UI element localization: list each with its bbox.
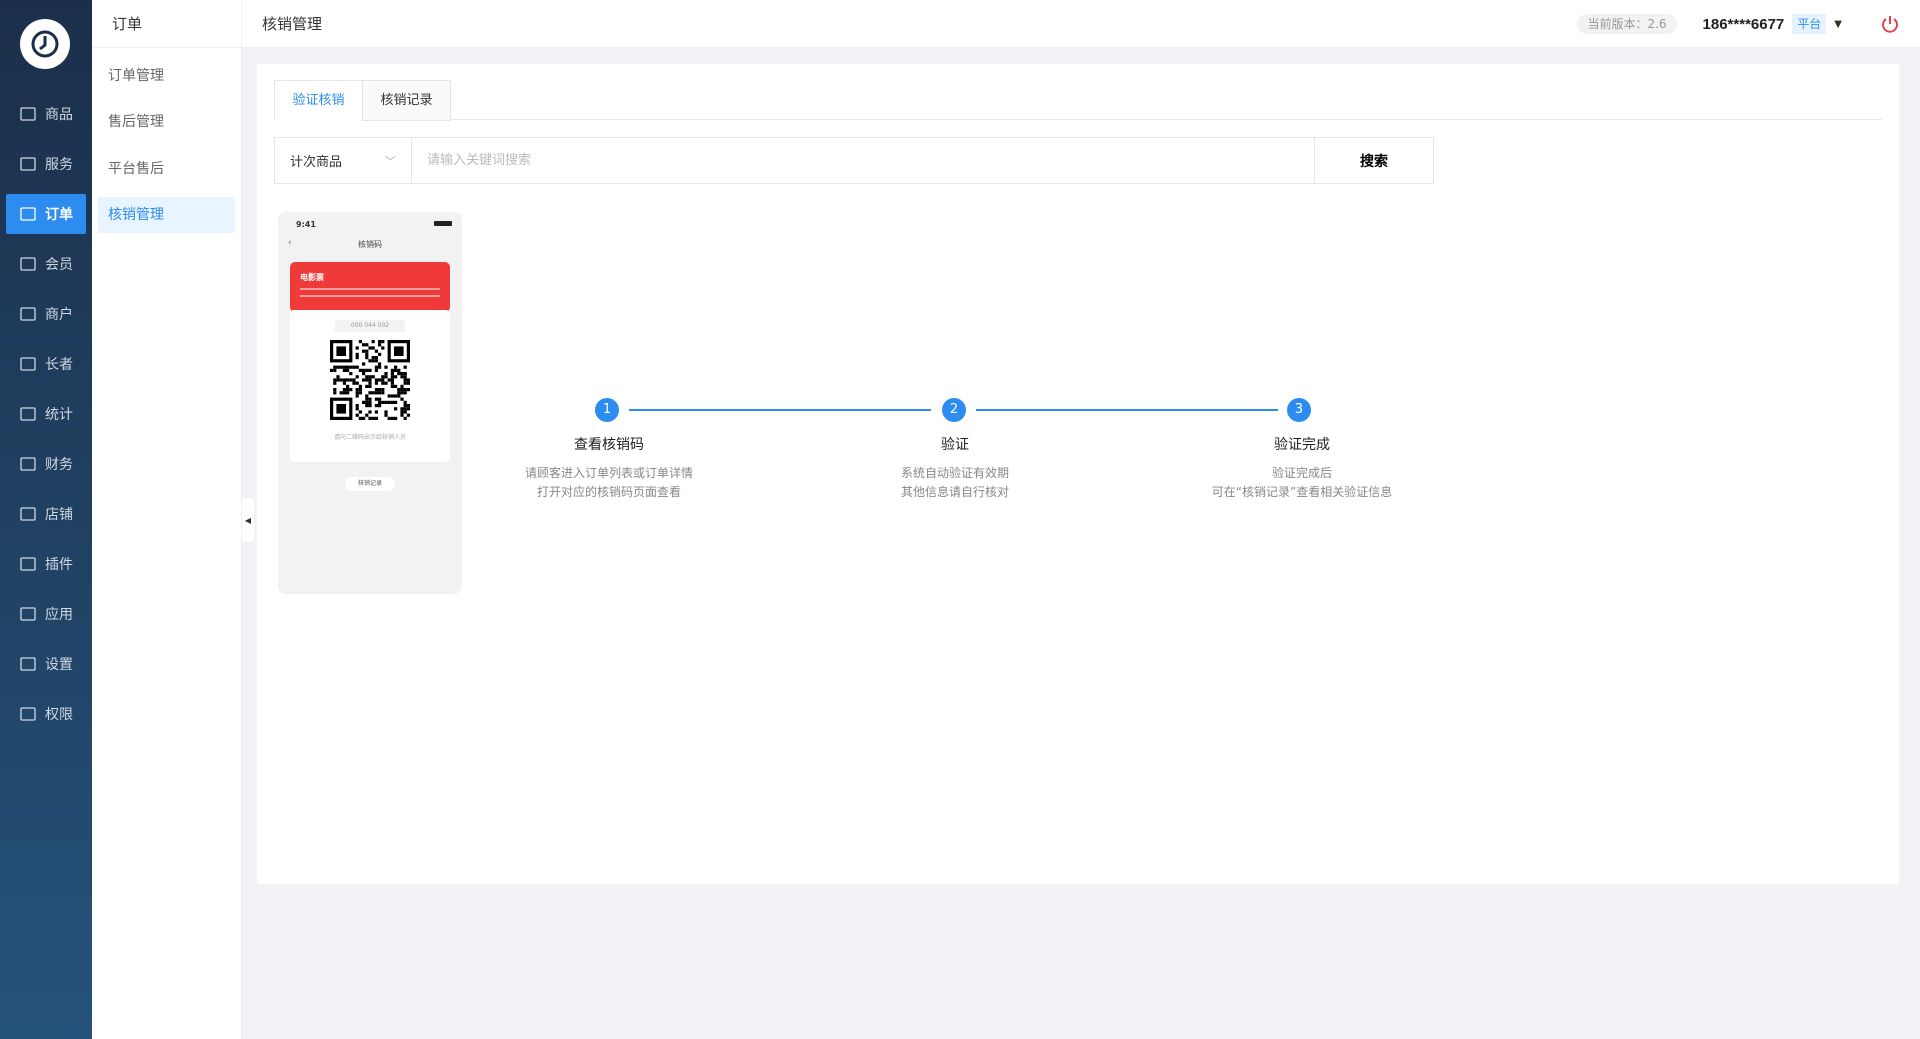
page-title: 核销管理 (262, 15, 323, 33)
step-connector (629, 409, 931, 411)
header: 核销管理 当前版本：2.6 186****6677 平台 ▼ (242, 0, 1920, 48)
step-3-title: 验证完成 (1274, 437, 1330, 453)
nav-item-7[interactable]: 财务 (6, 444, 86, 484)
step-1-desc: 请顾客进入订单列表或订单详情 打开对应的核销码页面查看 (459, 464, 759, 502)
nav-item-label: 商户 (45, 307, 73, 323)
user-name[interactable]: 186****6677 (1702, 15, 1785, 33)
home-icon (20, 157, 36, 171)
nav-item-label: 应用 (45, 607, 73, 623)
sub-sidebar: 订单 订单管理 售后管理 平台售后 核销管理 (92, 0, 242, 1039)
nav-item-6[interactable]: 统计 (6, 394, 86, 434)
tab-verify-records[interactable]: 核销记录 (362, 80, 451, 121)
collapse-sidebar-button[interactable]: ◀ (242, 498, 254, 542)
search-input[interactable] (412, 137, 1315, 184)
settings-icon (20, 657, 36, 671)
nav-item-0[interactable]: 商品 (6, 94, 86, 134)
finance-icon (20, 457, 36, 471)
nav-item-3[interactable]: 会员 (6, 244, 86, 284)
logo-icon (31, 30, 59, 58)
back-icon: ‹ (288, 238, 292, 248)
role-tag: 平台 (1792, 14, 1827, 34)
phone-record-button: 核销记录 (345, 477, 395, 491)
nav-item-label: 插件 (45, 557, 73, 573)
phone-title: 核销码 (358, 240, 382, 249)
step-2-circle: 2 (942, 398, 966, 422)
nav-item-8[interactable]: 店铺 (6, 494, 86, 534)
nav-item-1[interactable]: 服务 (6, 144, 86, 184)
nav-item-label: 店铺 (45, 507, 73, 523)
nav-item-label: 会员 (45, 257, 73, 273)
step-desc-line: 打开对应的核销码页面查看 (536, 485, 681, 499)
ticket-banner: 电影票 (290, 262, 450, 312)
nav-item-11[interactable]: 设置 (6, 644, 86, 684)
product-type-select[interactable]: 计次商品 ﹀ (274, 137, 412, 184)
step-desc-line: 系统自动验证有效期 (900, 466, 1009, 480)
phone-mockup-image: 9:41 ‹ 核销码 电影票 000 044 002 请向二维码出示给核销人员 … (278, 212, 462, 594)
step-3-desc: 验证完成后可在“核销记录”查看相关验证信息 (1152, 464, 1452, 502)
nav-item-label: 权限 (45, 707, 73, 723)
step-1-circle: 1 (595, 398, 619, 422)
nav-item-label: 订单 (45, 207, 73, 223)
nav-item-label: 商品 (45, 107, 73, 123)
step-connector (976, 409, 1278, 411)
chart-icon (20, 407, 36, 421)
step-desc-line: 验证完成后 (1271, 466, 1332, 480)
store-icon (20, 307, 36, 321)
step-desc-line: 其他信息请自行核对 (900, 485, 1009, 499)
sub-sidebar-title: 订单 (92, 0, 241, 48)
qr-card: 000 044 002 请向二维码出示给核销人员 (290, 310, 450, 462)
caret-down-icon[interactable]: ▼ (1834, 18, 1842, 30)
sub-item-verify-manage[interactable]: 核销管理 (98, 197, 235, 233)
shop-icon (20, 507, 36, 521)
lock-icon (20, 707, 36, 721)
qr-code-icon (330, 340, 410, 420)
user-icon (20, 257, 36, 271)
sub-item-platform-aftersale[interactable]: 平台售后 (108, 161, 164, 177)
step-2-title: 验证 (941, 437, 969, 453)
tab-verify[interactable]: 验证核销 (274, 80, 363, 121)
chevron-down-icon: ﹀ (385, 154, 396, 168)
step-2-desc: 系统自动验证有效期 其他信息请自行核对 (805, 464, 1105, 502)
grid-icon (20, 557, 36, 571)
nav-item-label: 长者 (45, 357, 73, 373)
nav-item-12[interactable]: 权限 (6, 694, 86, 734)
nav-item-10[interactable]: 应用 (6, 594, 86, 634)
nav-item-label: 设置 (45, 657, 73, 673)
tab-bar: 验证核销 核销记录 (274, 80, 1882, 121)
content-card: 验证核销 核销记录 计次商品 ﹀ 搜索 9:41 ‹ 核销码 电影票 000 04… (257, 64, 1899, 884)
phone-time: 9:41 (296, 220, 316, 229)
step-desc-line: 请顾客进入订单列表或订单详情 (524, 466, 693, 480)
link-icon (20, 607, 36, 621)
nav-item-label: 服务 (45, 157, 73, 173)
elder-icon (20, 357, 36, 371)
search-bar: 计次商品 ﹀ 搜索 (274, 137, 1434, 184)
verify-code: 000 044 002 (335, 320, 405, 332)
select-value: 计次商品 (290, 155, 343, 170)
qr-hint: 请向二维码出示给核销人员 (333, 434, 406, 441)
ticket-name: 电影票 (300, 273, 324, 282)
nav-item-4[interactable]: 商户 (6, 294, 86, 334)
power-icon[interactable] (1880, 14, 1900, 34)
nav-item-9[interactable]: 插件 (6, 544, 86, 584)
battery-icon (434, 221, 452, 226)
version-badge: 当前版本：2.6 (1577, 14, 1677, 34)
nav-item-label: 统计 (45, 407, 73, 423)
header-right: 当前版本：2.6 186****6677 平台 ▼ (1577, 0, 1900, 48)
logo (20, 19, 70, 69)
caret-left-icon: ◀ (244, 515, 252, 525)
sub-item-aftersale-manage[interactable]: 售后管理 (108, 114, 164, 130)
nav-item-label: 财务 (45, 457, 73, 473)
mail-icon (20, 107, 36, 121)
step-3-circle: 3 (1287, 398, 1311, 422)
nav-item-2[interactable]: 订单 (6, 194, 86, 234)
main-sidebar: 商品服务订单会员商户长者统计财务店铺插件应用设置权限 (0, 0, 92, 1039)
step-desc-line: 可在“核销记录”查看相关验证信息 (1211, 485, 1393, 499)
step-1-title: 查看核销码 (574, 437, 644, 453)
order-icon (20, 207, 36, 221)
nav-item-5[interactable]: 长者 (6, 344, 86, 384)
search-button[interactable]: 搜索 (1315, 137, 1434, 184)
sub-item-order-manage[interactable]: 订单管理 (108, 68, 164, 84)
